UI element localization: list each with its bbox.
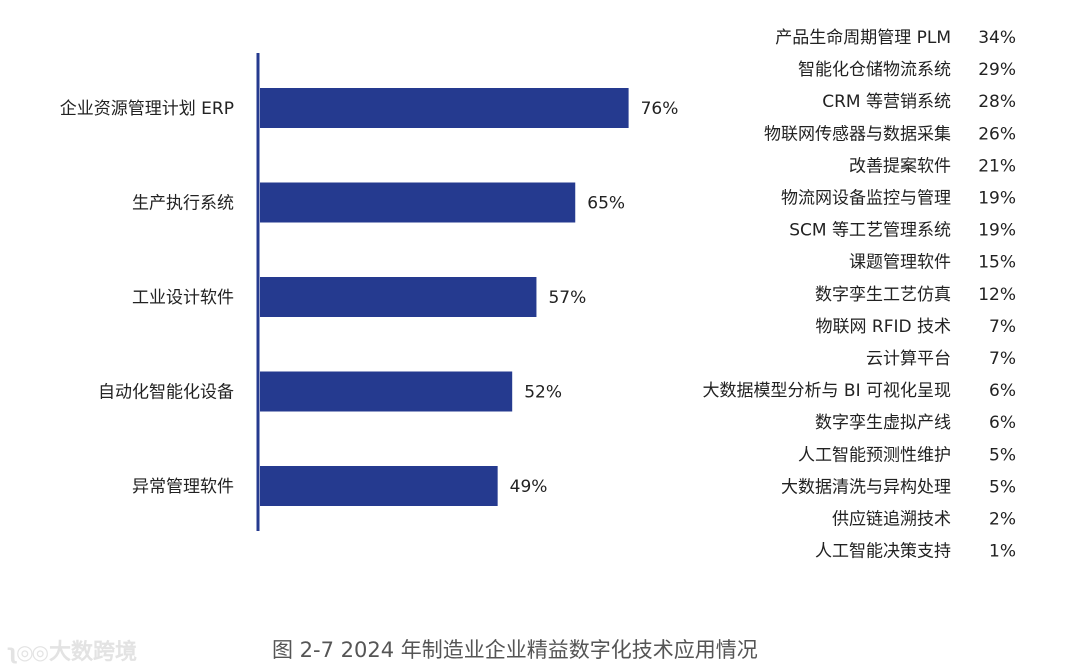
list-item-label: 大数据清洗与异构处理 [781,477,951,497]
list-item-value: 26% [978,124,1016,144]
list-item-value: 1% [989,542,1016,562]
bar-value-label: 57% [548,288,586,308]
figure-caption: 图 2-7 2024 年制造业企业精益数字化技术应用情况 [272,638,758,662]
list-item-label: 人工智能决策支持 [815,542,951,562]
bar-value-label: 49% [510,477,548,497]
watermark-logo-icon: ʅ◎◎ [6,640,49,664]
bar-value-label: 65% [587,194,625,214]
list-item-label: 改善提案软件 [849,156,951,176]
bar-category-label: 异常管理软件 [132,477,234,497]
bar-4 [260,371,513,412]
list-item-label: CRM 等营销系统 [822,92,951,112]
list-item-value: 29% [978,60,1016,80]
list-item-value: 7% [989,317,1016,337]
list-item-value: 6% [989,381,1016,401]
bar-1 [260,88,629,128]
list-item-label: 课题管理软件 [849,253,951,273]
list-item-label: 产品生命周期管理 PLM [775,28,951,48]
list-item-label: 物联网传感器与数据采集 [764,124,951,144]
list-item-label: SCM 等工艺管理系统 [789,221,951,241]
list-item-label: 数字孪生工艺仿真 [815,285,951,305]
list-item-label: 智能化仓储物流系统 [798,60,951,80]
bar-category-label: 生产执行系统 [132,194,234,214]
bar-category-label: 自动化智能化设备 [98,383,234,403]
list-item-value: 19% [978,221,1016,241]
list-item-label: 物联网 RFID 技术 [815,317,951,337]
list-item-value: 15% [978,253,1016,273]
bar-value-label: 76% [641,99,679,119]
watermark-text: 大数跨境 [49,640,138,665]
list-item-label: 数字孪生虚拟产线 [815,413,951,433]
list-item-value: 5% [989,477,1016,497]
bar-2 [260,182,576,223]
list-item-value: 19% [978,189,1016,209]
list-item-label: 物流网设备监控与管理 [781,189,951,209]
list-item-label: 云计算平台 [866,349,951,369]
list-item-label: 供应链追溯技术 [832,510,951,530]
list-item-value: 2% [989,510,1016,530]
list-item-value: 7% [989,349,1016,369]
bar-category-label: 工业设计软件 [132,288,234,308]
bar-3 [260,277,537,317]
list-item-value: 5% [989,445,1016,465]
list-item-value: 6% [989,413,1016,433]
list-item-label: 人工智能预测性维护 [798,445,951,465]
bar-5 [260,466,498,506]
list-item-value: 34% [978,28,1016,48]
list-item-value: 21% [978,156,1016,176]
list-item-value: 12% [978,285,1016,305]
bar-category-label: 企业资源管理计划 ERP [60,99,234,119]
watermark: ʅ◎◎大数跨境 [6,634,137,666]
list-item-label: 大数据模型分析与 BI 可视化呈现 [703,381,951,401]
list-item-value: 28% [978,92,1016,112]
bar-value-label: 52% [524,383,562,403]
